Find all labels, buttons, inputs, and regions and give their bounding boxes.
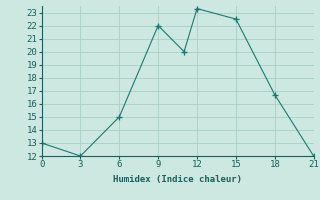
X-axis label: Humidex (Indice chaleur): Humidex (Indice chaleur) <box>113 175 242 184</box>
